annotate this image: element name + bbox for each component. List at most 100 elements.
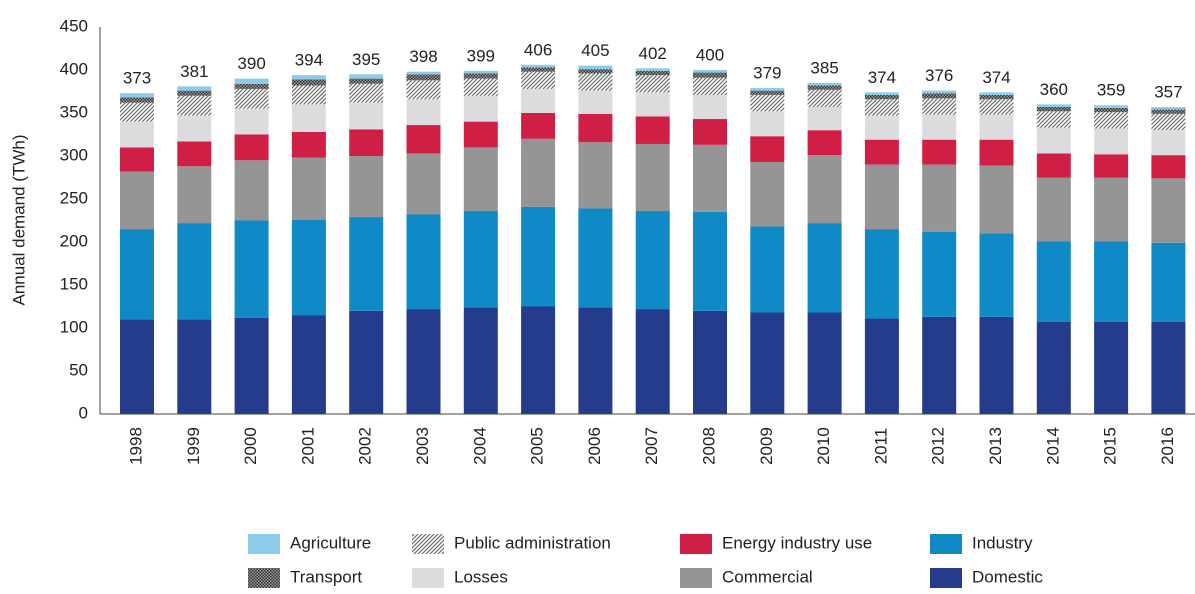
bar-segment xyxy=(1094,177,1129,242)
bar-segment xyxy=(1036,104,1071,107)
legend-label: Transport xyxy=(290,567,362,586)
total-label: 373 xyxy=(123,69,151,88)
total-label: 374 xyxy=(868,68,896,87)
bar-segment xyxy=(120,97,154,103)
bar-segment xyxy=(234,134,269,161)
total-label: 359 xyxy=(1097,81,1125,100)
bar-segment xyxy=(1036,127,1071,154)
bar-segment xyxy=(349,217,384,311)
bar-segment xyxy=(1094,128,1129,155)
x-tick-label: 2015 xyxy=(1101,427,1120,465)
bar-segment xyxy=(406,80,441,100)
bar-segment xyxy=(349,156,384,218)
bar-segment xyxy=(1151,109,1186,114)
bar-segment xyxy=(1151,106,1186,110)
bar-segment xyxy=(406,125,441,154)
bar-segment xyxy=(864,229,899,319)
total-label: 374 xyxy=(982,68,1010,87)
bar-segment xyxy=(864,94,899,100)
legend-swatch xyxy=(412,534,444,554)
bar-segment xyxy=(1094,105,1129,108)
bar-segment xyxy=(291,85,326,105)
bar-segment xyxy=(463,70,498,74)
bar-segment xyxy=(635,143,670,212)
bar-segment xyxy=(177,223,212,320)
bar-segment xyxy=(177,319,212,414)
total-label: 406 xyxy=(524,40,552,59)
x-tick-label: 2016 xyxy=(1158,427,1177,465)
bar-segment xyxy=(120,319,154,414)
bar-segment xyxy=(234,83,269,89)
bar-segment xyxy=(521,71,556,89)
bar-segment xyxy=(177,90,212,96)
x-tick-label: 2010 xyxy=(814,427,833,465)
bar-segment xyxy=(635,211,670,310)
total-label: 395 xyxy=(352,50,380,69)
bar-segment xyxy=(234,220,269,318)
bar-segment xyxy=(693,211,727,311)
bar-segment xyxy=(693,144,727,212)
bar-segment xyxy=(463,78,498,96)
total-label: 394 xyxy=(295,51,323,70)
bar-segment xyxy=(349,78,384,84)
bar-segment xyxy=(922,114,957,140)
bar-segment xyxy=(1151,130,1186,156)
x-tick-label: 2001 xyxy=(298,427,317,465)
x-tick-label: 1998 xyxy=(126,427,145,465)
bar-segment xyxy=(693,310,727,414)
bar-segment xyxy=(1036,177,1071,242)
bar-segment xyxy=(979,233,1014,317)
bar-segment xyxy=(578,65,613,70)
bar-segment xyxy=(463,307,498,414)
total-label: 357 xyxy=(1154,82,1182,101)
x-tick-label: 2006 xyxy=(585,427,604,465)
bar-segment xyxy=(979,139,1014,166)
bar-segment xyxy=(120,93,154,98)
bar-segment xyxy=(864,318,899,414)
bar-segment xyxy=(1094,154,1129,178)
bar-segment xyxy=(463,147,498,212)
total-label: 402 xyxy=(639,44,667,63)
legend-label: Commercial xyxy=(722,567,813,586)
total-label: 379 xyxy=(753,64,781,83)
bar-segment xyxy=(234,88,269,109)
bar-segment xyxy=(177,86,212,91)
legend-label: Domestic xyxy=(972,567,1043,586)
bar-segment xyxy=(177,166,212,224)
bar-segment xyxy=(922,90,957,94)
bar-segment xyxy=(1036,111,1071,128)
bar-segment xyxy=(922,164,957,232)
y-tick-label: 100 xyxy=(60,317,88,336)
bar-segment xyxy=(120,102,154,122)
bar-segment xyxy=(922,93,957,99)
x-tick-label: 2011 xyxy=(871,428,890,465)
bar-segment xyxy=(291,75,326,80)
bar-segment xyxy=(750,136,785,163)
bar-segment xyxy=(120,121,154,148)
bar-segment xyxy=(807,106,842,131)
bar-segment xyxy=(1094,241,1129,322)
x-tick-label: 2014 xyxy=(1043,427,1062,465)
x-tick-label: 2000 xyxy=(241,427,260,465)
bar-segment xyxy=(922,316,957,414)
bar-segment xyxy=(979,316,1014,414)
total-label: 360 xyxy=(1040,80,1068,99)
bar-segment xyxy=(463,211,498,308)
y-tick-label: 250 xyxy=(60,188,88,207)
bar-segment xyxy=(635,70,670,76)
bar-segment xyxy=(406,309,441,414)
legend-label: Public administration xyxy=(454,533,611,552)
bar-segment xyxy=(521,67,556,72)
bar-segment xyxy=(922,98,957,115)
bar-segment xyxy=(578,307,613,414)
bar-segment xyxy=(521,113,556,139)
y-tick-label: 400 xyxy=(60,59,88,78)
bar-segment xyxy=(234,108,269,135)
y-tick-label: 50 xyxy=(69,360,88,379)
x-tick-label: 2007 xyxy=(642,427,661,465)
bar-segment xyxy=(521,306,556,414)
bar-segment xyxy=(463,73,498,79)
bar-segment xyxy=(693,70,727,73)
bar-segment xyxy=(1036,106,1071,112)
x-tick-label: 2005 xyxy=(528,427,547,465)
